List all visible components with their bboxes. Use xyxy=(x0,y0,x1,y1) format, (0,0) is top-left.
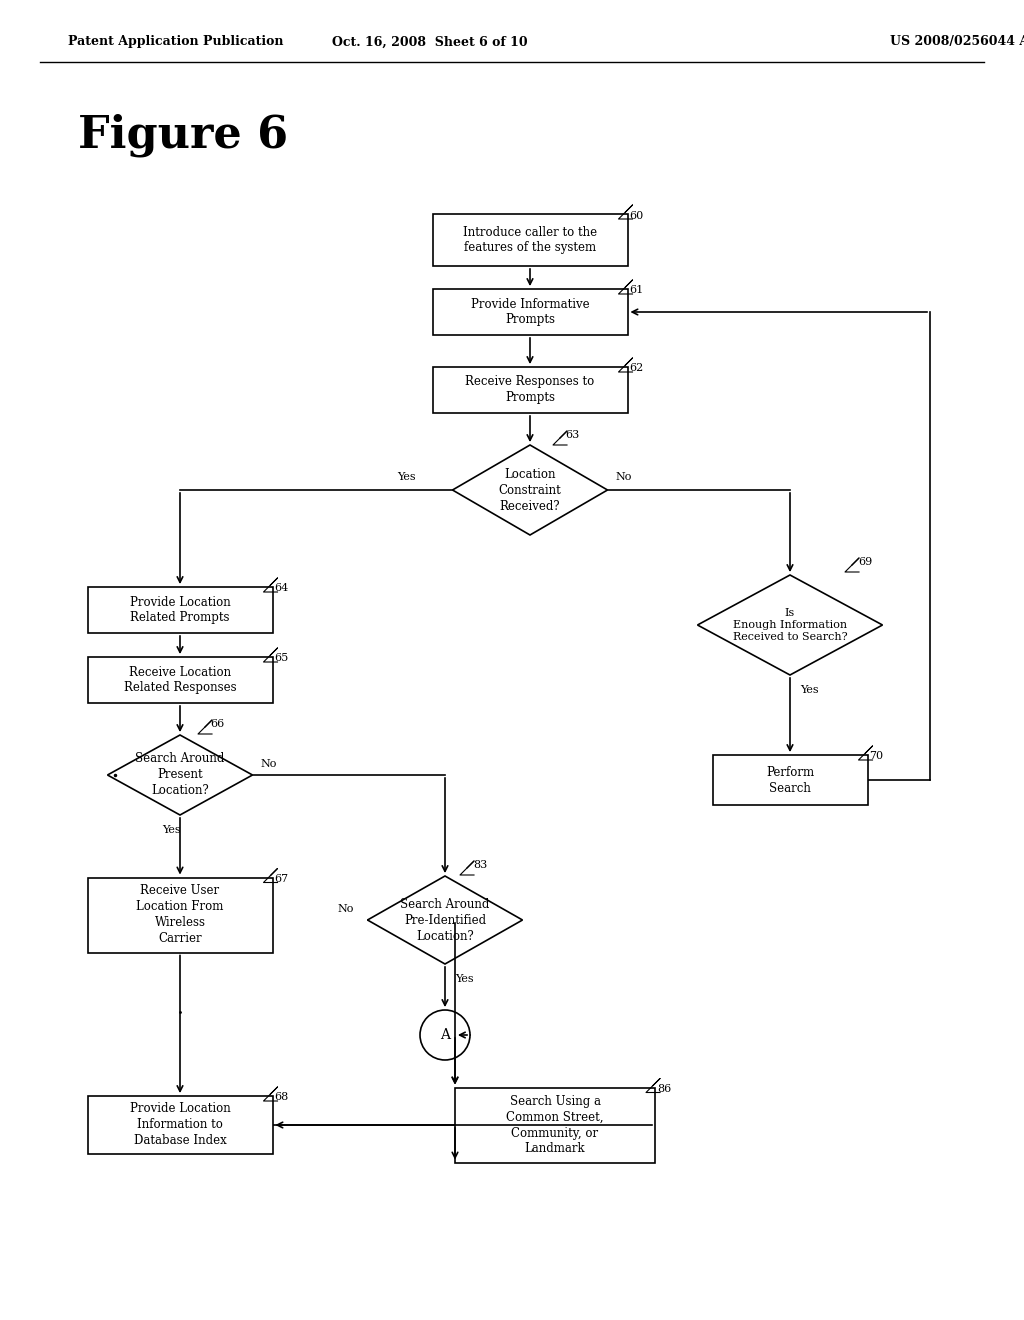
Text: 68: 68 xyxy=(274,1092,289,1102)
Polygon shape xyxy=(368,876,522,964)
Text: 61: 61 xyxy=(630,285,644,294)
Polygon shape xyxy=(108,735,253,814)
Text: No: No xyxy=(615,473,632,482)
Text: Provide Location
Related Prompts: Provide Location Related Prompts xyxy=(130,595,230,624)
Text: 83: 83 xyxy=(473,861,487,870)
FancyBboxPatch shape xyxy=(432,367,628,413)
Text: Search Using a
Common Street,
Community, or
Landmark: Search Using a Common Street, Community,… xyxy=(506,1094,604,1155)
Polygon shape xyxy=(697,576,883,675)
Polygon shape xyxy=(453,445,607,535)
Text: No: No xyxy=(260,759,276,770)
Text: Search Around
Pre-Identified
Location?: Search Around Pre-Identified Location? xyxy=(400,898,489,942)
Text: 70: 70 xyxy=(869,751,884,762)
Text: US 2008/0256044 A1: US 2008/0256044 A1 xyxy=(890,36,1024,49)
Text: 66: 66 xyxy=(210,719,224,729)
FancyBboxPatch shape xyxy=(432,214,628,267)
Text: Is
Enough Information
Received to Search?: Is Enough Information Received to Search… xyxy=(733,607,847,643)
Text: Receive User
Location From
Wireless
Carrier: Receive User Location From Wireless Carr… xyxy=(136,884,223,945)
Text: 86: 86 xyxy=(657,1084,672,1093)
Circle shape xyxy=(420,1010,470,1060)
Text: Receive Location
Related Responses: Receive Location Related Responses xyxy=(124,665,237,694)
Text: 65: 65 xyxy=(274,653,289,663)
Text: A: A xyxy=(440,1028,450,1041)
Text: Oct. 16, 2008  Sheet 6 of 10: Oct. 16, 2008 Sheet 6 of 10 xyxy=(332,36,527,49)
Text: No: No xyxy=(338,904,354,913)
Text: Introduce caller to the
features of the system: Introduce caller to the features of the … xyxy=(463,226,597,255)
FancyBboxPatch shape xyxy=(87,657,272,704)
FancyBboxPatch shape xyxy=(87,587,272,634)
Text: Yes: Yes xyxy=(455,974,474,983)
FancyBboxPatch shape xyxy=(713,755,867,805)
Text: 64: 64 xyxy=(274,583,289,593)
Text: Search Around
Present
Location?: Search Around Present Location? xyxy=(135,752,224,797)
FancyBboxPatch shape xyxy=(87,1096,272,1154)
Text: Provide Informative
Prompts: Provide Informative Prompts xyxy=(471,297,590,326)
Text: Provide Location
Information to
Database Index: Provide Location Information to Database… xyxy=(130,1102,230,1147)
Text: Figure 6: Figure 6 xyxy=(78,114,288,157)
Text: 63: 63 xyxy=(565,430,580,440)
Text: Yes: Yes xyxy=(162,825,180,836)
Text: Yes: Yes xyxy=(800,685,818,696)
FancyBboxPatch shape xyxy=(455,1088,655,1163)
Text: 69: 69 xyxy=(858,557,872,568)
Text: Location
Constraint
Received?: Location Constraint Received? xyxy=(499,467,561,512)
Text: 67: 67 xyxy=(274,874,289,883)
FancyBboxPatch shape xyxy=(87,878,272,953)
Text: 62: 62 xyxy=(630,363,644,374)
Text: Receive Responses to
Prompts: Receive Responses to Prompts xyxy=(465,375,595,404)
Text: Patent Application Publication: Patent Application Publication xyxy=(68,36,284,49)
Text: Yes: Yes xyxy=(397,473,416,482)
Text: Perform
Search: Perform Search xyxy=(766,766,814,795)
Text: 60: 60 xyxy=(630,211,644,220)
FancyBboxPatch shape xyxy=(432,289,628,335)
